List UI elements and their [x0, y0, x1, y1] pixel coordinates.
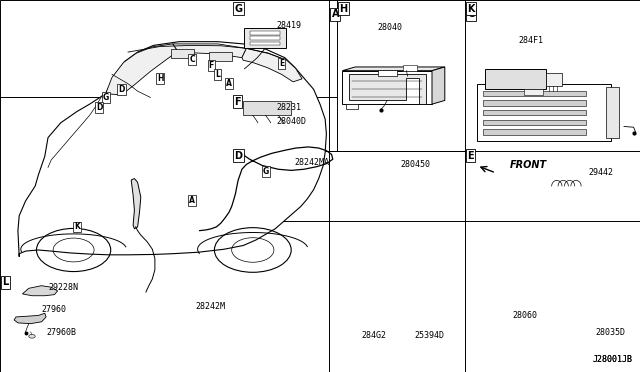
Text: J28001JB: J28001JB	[593, 355, 632, 364]
Bar	[346, 104, 358, 109]
Text: 28040: 28040	[378, 23, 403, 32]
Text: K: K	[74, 222, 80, 231]
Text: 25394D: 25394D	[415, 331, 445, 340]
Polygon shape	[22, 286, 58, 296]
Bar	[378, 70, 397, 76]
Text: F: F	[234, 97, 241, 107]
Text: 29442: 29442	[589, 168, 614, 177]
Bar	[483, 110, 586, 115]
Text: H: H	[339, 4, 348, 14]
Text: H: H	[157, 74, 163, 83]
Text: A: A	[226, 79, 232, 88]
Text: 284G2: 284G2	[362, 331, 387, 340]
Polygon shape	[18, 42, 326, 257]
Bar	[483, 129, 586, 135]
Text: G: G	[234, 4, 243, 14]
Bar	[250, 36, 280, 40]
Circle shape	[29, 334, 35, 338]
Text: FRONT: FRONT	[509, 160, 547, 170]
Bar	[606, 87, 619, 138]
Bar	[524, 89, 543, 95]
Text: 284F1: 284F1	[518, 36, 543, 45]
Text: 27960B: 27960B	[46, 328, 76, 337]
Polygon shape	[349, 74, 426, 104]
Text: 28242MA: 28242MA	[294, 158, 330, 167]
Bar	[546, 73, 562, 86]
Bar	[171, 49, 194, 58]
Text: E: E	[279, 59, 284, 68]
Text: C: C	[189, 55, 195, 64]
Bar	[477, 84, 611, 141]
Text: 280450: 280450	[400, 160, 430, 169]
Text: D: D	[96, 103, 102, 112]
Polygon shape	[173, 44, 246, 58]
Text: 28035D: 28035D	[595, 328, 625, 337]
Text: L: L	[3, 277, 9, 287]
Text: L: L	[215, 70, 220, 79]
Polygon shape	[14, 313, 46, 324]
Text: K: K	[467, 4, 475, 14]
Bar	[342, 71, 432, 104]
Bar	[483, 100, 586, 106]
Bar	[483, 91, 586, 96]
Text: 28231: 28231	[276, 103, 301, 112]
Text: 29228N: 29228N	[48, 283, 78, 292]
Text: D: D	[234, 151, 243, 161]
Bar	[244, 28, 286, 48]
Text: 28419: 28419	[276, 21, 301, 30]
Bar	[485, 69, 546, 89]
Text: 28040D: 28040D	[276, 118, 307, 126]
Text: J28001JB: J28001JB	[593, 355, 632, 364]
Polygon shape	[242, 48, 302, 82]
Bar	[250, 31, 280, 35]
Text: G: G	[102, 93, 109, 102]
Text: G: G	[262, 167, 269, 176]
Text: 27960: 27960	[42, 305, 67, 314]
Polygon shape	[131, 179, 141, 229]
Text: 28060: 28060	[512, 311, 537, 320]
Text: E: E	[467, 151, 474, 161]
Polygon shape	[342, 67, 445, 71]
Text: F: F	[209, 61, 214, 70]
Text: C: C	[467, 9, 474, 19]
Bar	[403, 65, 417, 71]
Bar	[483, 120, 586, 125]
Polygon shape	[106, 44, 178, 95]
Text: A: A	[332, 9, 339, 19]
Bar	[250, 42, 280, 45]
Polygon shape	[432, 67, 445, 104]
Bar	[243, 101, 291, 115]
Text: 28242M: 28242M	[195, 302, 225, 311]
Text: D: D	[118, 85, 125, 94]
Bar	[209, 52, 232, 61]
Text: A: A	[189, 196, 195, 205]
